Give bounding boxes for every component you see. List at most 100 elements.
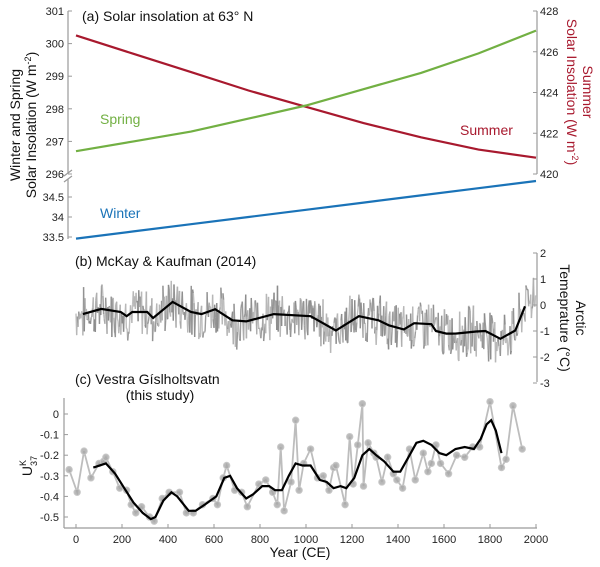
tick-label: 600 <box>205 534 223 546</box>
temperature-segment <box>372 297 375 312</box>
temperature-segment <box>521 313 524 333</box>
panel-a-left-axis-label-line1: Winter and Spring <box>7 69 23 181</box>
tick-label: 1800 <box>478 534 502 546</box>
temperature-segment <box>435 316 438 319</box>
right-axis-unit-text: Solar Insolation (W m <box>564 19 580 153</box>
temperature-segment <box>135 292 138 303</box>
temperature-segment <box>199 313 202 338</box>
temperature-segment <box>213 304 217 318</box>
tick-label: 301 <box>46 6 64 18</box>
temperature-segment <box>101 284 104 297</box>
temperature-segment <box>392 311 394 313</box>
temperature-segment <box>211 294 215 320</box>
measurement-point <box>325 486 333 494</box>
measurement-point <box>273 500 281 509</box>
measurement-point <box>277 443 285 451</box>
temperature-segment <box>175 302 178 328</box>
tick-label: 298 <box>46 104 64 116</box>
temperature-segment <box>85 308 88 320</box>
temperature-segment <box>192 293 195 304</box>
temperature-segment <box>519 308 522 312</box>
temperature-segment <box>351 298 354 321</box>
temperature-segment <box>116 301 119 319</box>
temperature-segment <box>303 301 306 326</box>
temperature-segment <box>423 344 426 349</box>
temperature-segment <box>413 338 416 345</box>
temperature-segment <box>245 316 248 339</box>
temperature-segment <box>422 324 425 349</box>
temperature-segment <box>167 284 170 320</box>
temperature-segment <box>416 309 419 316</box>
measurement-point <box>262 476 270 484</box>
measurement-point <box>73 488 81 496</box>
temperature-segment <box>141 305 144 334</box>
panel-b-right-ticks: -3 -2 -1 0 1 2 <box>533 248 550 390</box>
temperature-segment <box>486 337 489 351</box>
temperature-segment <box>114 304 117 338</box>
measurement-point <box>175 488 184 496</box>
temperature-segment <box>173 284 176 302</box>
tick-label: 2 <box>540 248 546 260</box>
temperature-segment <box>193 314 197 337</box>
measurement-point <box>65 465 73 474</box>
temperature-segment <box>298 316 301 336</box>
temperature-segment <box>429 325 432 328</box>
measurement-point <box>80 447 88 455</box>
measurement-point <box>452 451 461 459</box>
temperature-segment <box>274 300 277 313</box>
temperature-segment <box>151 322 154 342</box>
temperature-segment <box>516 333 519 336</box>
measurement-point <box>116 484 124 492</box>
temperature-segment <box>447 315 450 346</box>
temperature-segment <box>307 306 310 336</box>
temperature-segment <box>491 317 494 324</box>
annual-temperature-series <box>75 277 537 363</box>
temperature-segment <box>442 352 445 355</box>
tick-label: 33.5 <box>43 232 64 244</box>
measurement-point <box>291 416 300 424</box>
panel-c-y-ticks: -0.5 -0.4 -0.3 -0.2 -0.1 0 <box>40 409 68 524</box>
temperature-segment <box>147 321 150 325</box>
temperature-segment <box>355 322 358 333</box>
measurement-point <box>518 445 526 453</box>
measurement-point <box>509 402 517 410</box>
panel-b-axis-label-line2: Temeprature (°C) <box>557 264 573 372</box>
uk37-sup: K <box>18 460 28 466</box>
temperature-segment <box>438 336 441 346</box>
temperature-segment <box>530 308 533 319</box>
temperature-segment <box>452 337 455 350</box>
temperature-segment <box>396 330 399 348</box>
panel-c-x-ticks: 0 200 400 600 800 1000 1200 1400 1600 1800 2000 <box>73 524 548 546</box>
temperature-segment <box>91 308 94 318</box>
temperature-segment <box>164 320 167 331</box>
measurement-point <box>346 432 354 441</box>
temperature-segment <box>241 301 244 320</box>
temperature-segment <box>412 306 415 347</box>
temperature-segment <box>525 285 528 289</box>
summer-insolation-line <box>75 34 537 159</box>
temperature-segment <box>167 284 170 289</box>
measurement-point <box>319 472 327 480</box>
temperature-segment <box>222 299 226 316</box>
temperature-segment <box>180 306 183 329</box>
measurement-point <box>213 500 222 509</box>
temperature-segment <box>288 305 291 331</box>
temperature-segment <box>410 339 413 349</box>
measurement-point <box>255 480 263 488</box>
temperature-segment <box>378 303 381 314</box>
measurement-point <box>497 463 506 472</box>
temperature-segment <box>311 305 315 309</box>
temperature-segment <box>204 315 207 332</box>
temperature-segment <box>116 318 119 322</box>
temperature-segment <box>187 320 190 333</box>
temperature-segment <box>358 294 361 299</box>
tick-label: 296 <box>46 169 64 181</box>
measurement-point <box>332 461 340 470</box>
temperature-segment <box>468 306 471 311</box>
temperature-segment <box>349 295 352 332</box>
temperature-segment <box>299 297 302 300</box>
temperature-segment <box>514 338 517 341</box>
temperature-segment <box>405 314 408 336</box>
panel-a-left-upper-ticks: 296 297 298 299 300 301 <box>46 6 72 181</box>
temperature-segment <box>181 291 184 313</box>
